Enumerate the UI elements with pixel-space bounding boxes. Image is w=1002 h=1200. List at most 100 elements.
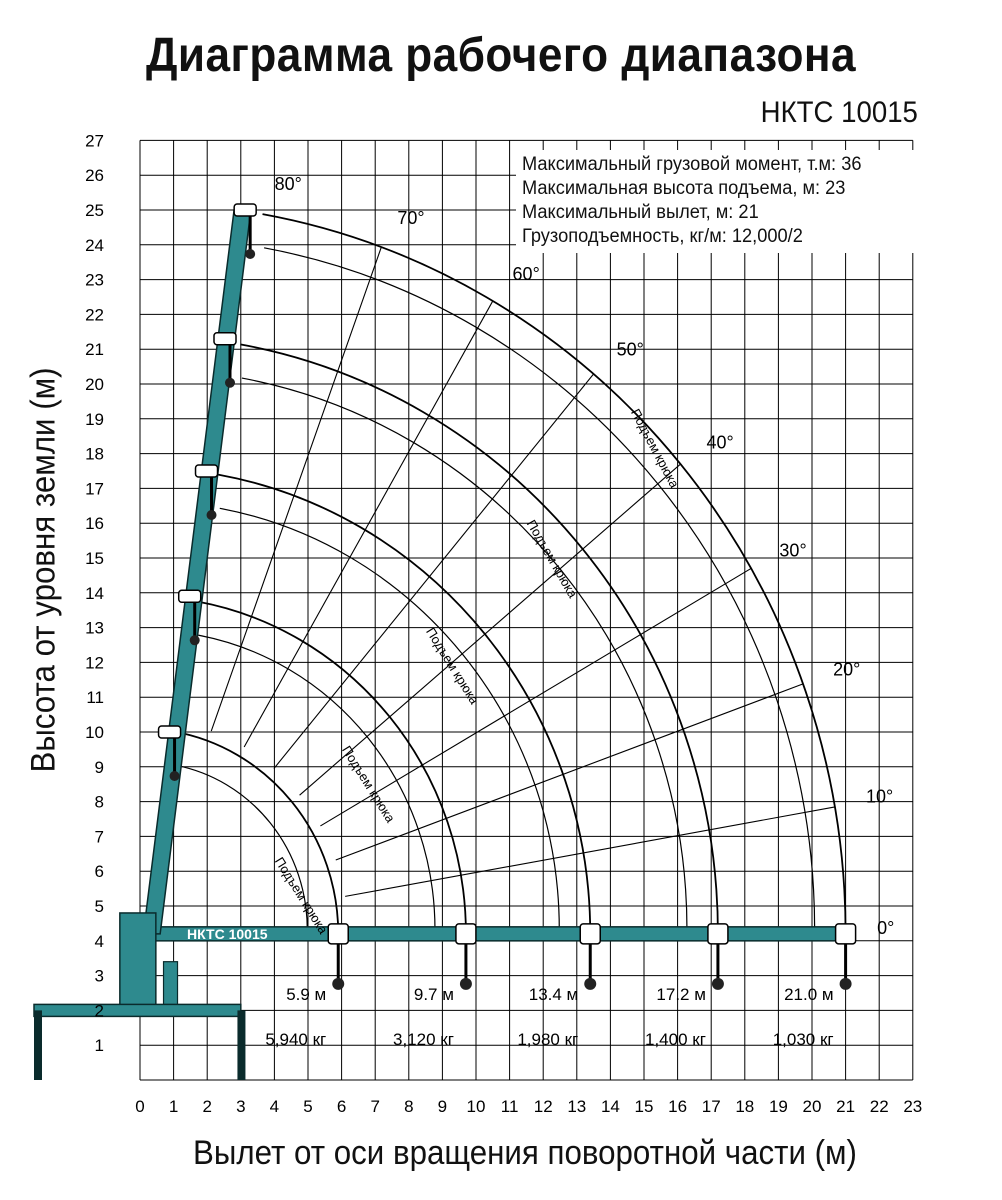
boom-head	[579, 923, 601, 945]
hook-arc	[241, 377, 688, 930]
y-tick-label: 23	[85, 271, 104, 290]
hook-label: Подъем крюка	[272, 854, 331, 937]
crane-column	[119, 912, 157, 1012]
angle-label: 20°	[833, 660, 860, 680]
y-tick-label: 18	[85, 445, 104, 464]
x-tick-label: 12	[534, 1097, 553, 1116]
x-tick-label: 5	[303, 1097, 312, 1116]
capacity-reach: 17.2 м	[656, 985, 706, 1004]
y-tick-label: 22	[85, 305, 104, 324]
angle-rays	[210, 246, 835, 897]
y-tick-label: 8	[95, 793, 104, 812]
angle-ray	[320, 567, 752, 827]
boom-head	[707, 923, 729, 945]
truck-model-label: НКТС 10015	[187, 926, 268, 942]
y-tick-label: 6	[95, 862, 104, 881]
angle-label: 80°	[275, 174, 302, 194]
capacity-load: 3,120 кг	[393, 1030, 454, 1049]
angle-ray	[273, 373, 594, 769]
y-axis-label: Высота от уровня земли (м)	[24, 367, 63, 773]
x-tick-label: 15	[635, 1097, 654, 1116]
boom-head	[455, 923, 477, 945]
y-tick-label: 12	[85, 653, 104, 672]
hook-arc	[219, 507, 560, 930]
y-tick-label: 16	[85, 514, 104, 533]
x-axis-label: Вылет от оси вращения поворотной части (…	[193, 1134, 857, 1172]
capacity-load: 1,400 кг	[645, 1030, 706, 1049]
boom-head	[213, 332, 237, 346]
angle-ray	[210, 246, 382, 732]
x-tick-label: 10	[467, 1097, 486, 1116]
y-tick-label: 2	[95, 1001, 104, 1020]
spec-max-moment: Максимальный грузовой момент, т.м: 36	[522, 154, 862, 175]
y-tick-label: 3	[95, 967, 104, 986]
y-tick-label: 10	[85, 723, 104, 742]
hook-icon	[332, 977, 345, 990]
x-tick-label: 4	[270, 1097, 279, 1116]
hook-icon	[245, 249, 256, 259]
boom-head	[177, 589, 202, 604]
diagram-labels: 0 1 2 3 4 5 6 7 8 9 10 11 12 13 14 15 16 17 18 19 20 21 22 2312…	[85, 131, 922, 1116]
hook-arc	[198, 634, 436, 930]
hook-arc	[263, 247, 816, 930]
y-tick-label: 13	[85, 619, 104, 638]
x-tick-label: 1	[169, 1097, 178, 1116]
reach-arc	[262, 213, 847, 934]
x-tick-label: 0	[135, 1097, 144, 1116]
reach-arc	[174, 730, 340, 934]
spec-capacity: Грузоподъемность, кг/м: 12,000/2	[522, 226, 803, 247]
x-tick-label: 14	[601, 1097, 620, 1116]
spec-max-height: Максимальная высота подъема, м: 23	[522, 178, 846, 199]
x-tick-label: 18	[735, 1097, 754, 1116]
angle-label: 70°	[397, 208, 424, 228]
y-tick-label: 15	[85, 549, 104, 568]
y-tick-label: 9	[95, 758, 104, 777]
angle-label: 0°	[877, 918, 894, 938]
inclined-boom	[142, 209, 252, 935]
hook-icon	[459, 977, 472, 990]
y-tick-label: 4	[95, 932, 104, 951]
hook-icon	[584, 977, 597, 990]
angle-label: 50°	[617, 339, 644, 359]
x-tick-label: 6	[337, 1097, 346, 1116]
hook-icon	[169, 771, 180, 781]
y-tick-label: 25	[85, 201, 104, 220]
specs-box: Максимальный грузовой момент, т.м: 36 Ма…	[516, 150, 928, 253]
angle-label: 30°	[779, 540, 806, 560]
y-tick-label: 17	[85, 479, 104, 498]
angle-label: 40°	[707, 432, 734, 452]
x-tick-label: 22	[870, 1097, 889, 1116]
y-tick-label: 7	[95, 827, 104, 846]
hook-icon	[839, 977, 852, 990]
y-tick-label: 27	[85, 131, 104, 150]
hook-label: Подъем крюка	[423, 625, 482, 708]
angle-label: 60°	[513, 264, 540, 284]
capacity-reach: 21.0 м	[784, 985, 834, 1004]
y-tick-label: 26	[85, 166, 104, 185]
grid	[139, 139, 914, 1081]
x-tick-label: 2	[202, 1097, 211, 1116]
x-tick-label: 19	[769, 1097, 788, 1116]
capacity-load: 1,030 кг	[773, 1030, 834, 1049]
hook-icon	[189, 635, 200, 646]
boom-head	[194, 464, 219, 478]
y-tick-label: 21	[85, 340, 104, 359]
y-tick-label: 5	[95, 897, 104, 916]
boom-head	[327, 923, 349, 945]
boom-head	[233, 203, 257, 217]
x-tick-label: 13	[567, 1097, 586, 1116]
model-label: НКТС 10015	[760, 96, 918, 129]
y-tick-label: 11	[86, 688, 104, 707]
x-tick-label: 20	[803, 1097, 822, 1116]
angle-ray	[335, 683, 804, 861]
y-tick-label: 20	[85, 375, 104, 394]
angle-ray	[345, 806, 835, 897]
x-tick-label: 17	[702, 1097, 721, 1116]
angle-ray	[299, 463, 681, 796]
y-tick-label: 14	[85, 584, 104, 603]
hook-icon	[711, 977, 724, 990]
boom-head	[834, 923, 857, 945]
capacity-load: 1,980 кг	[517, 1030, 578, 1049]
page-title: Диаграмма рабочего диапазона	[145, 29, 857, 82]
